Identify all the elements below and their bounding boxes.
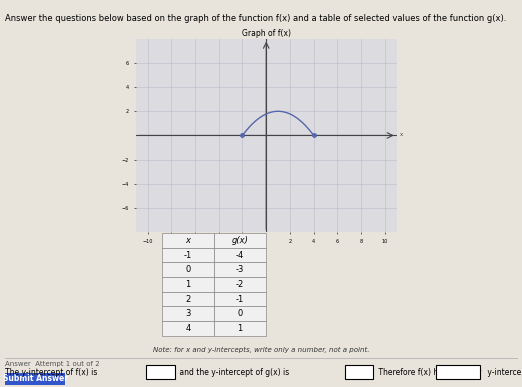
Text: Answer the questions below based on the graph of the function f(x) and a table o: Answer the questions below based on the … [5,14,506,22]
Text: and the y-intercept of g(x) is: and the y-intercept of g(x) is [177,368,292,377]
Text: Answer  Attempt 1 out of 2: Answer Attempt 1 out of 2 [5,361,100,367]
Text: The y-intercept of f(x) is: The y-intercept of f(x) is [5,368,100,377]
Text: Note: for x and y-intercepts, write only a number, not a point.: Note: for x and y-intercepts, write only… [153,347,369,353]
Text: Submit Answer: Submit Answer [3,374,68,384]
Text: Therefore f(x) has a: Therefore f(x) has a [376,368,454,377]
Text: x: x [400,132,404,137]
Text: y-intercept than g(x).: y-intercept than g(x). [485,368,522,377]
Text: ▾: ▾ [478,369,481,375]
Title: Graph of f(x): Graph of f(x) [242,29,291,38]
